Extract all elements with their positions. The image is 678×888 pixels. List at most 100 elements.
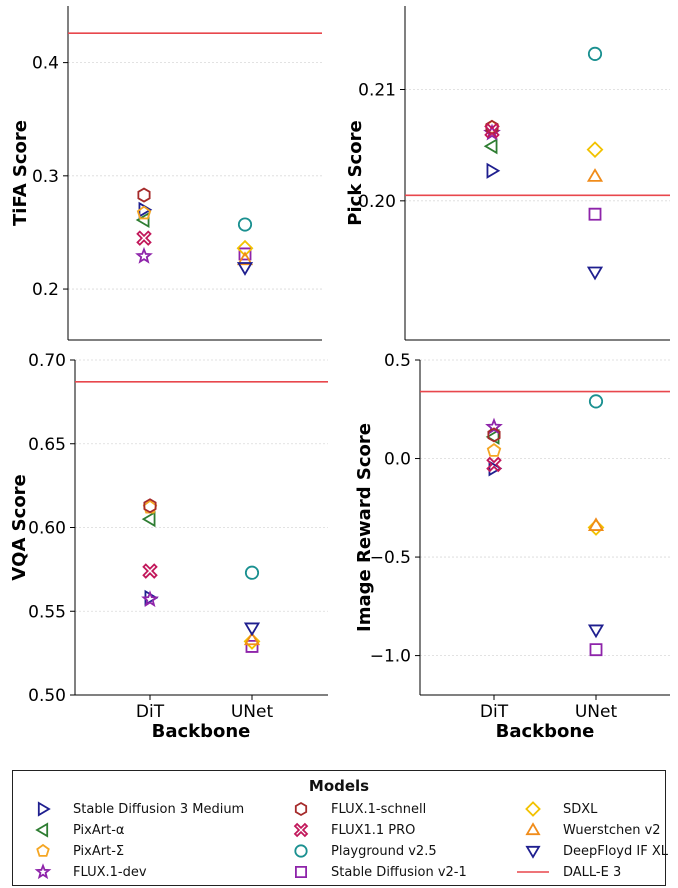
- marker-pixart: [486, 443, 502, 457]
- y-tick-label: 0.70: [28, 351, 66, 371]
- legend-swatch: [525, 822, 541, 836]
- y-tick-label: 0.0: [384, 450, 411, 470]
- marker-flux-1-schnell: [143, 498, 157, 514]
- marker-flux-1-dev: [485, 417, 503, 435]
- marker-wuerstchen-v2: [587, 517, 605, 531]
- marker-wuerstchen-v2: [586, 168, 604, 182]
- y-axis-label: Pick Score: [345, 120, 366, 225]
- legend-item-sdxl: SDXL: [513, 799, 597, 819]
- legend-swatch: [294, 801, 308, 817]
- marker-stable-diffusion-v2-1: [588, 207, 602, 221]
- legend-label: PixArt-α: [73, 822, 125, 838]
- legend-item-deepfloyd-if-xl: DeepFloyd IF XL: [513, 841, 668, 861]
- legend-swatch: [293, 822, 309, 838]
- marker-flux-1-dev: [135, 246, 153, 264]
- panel-tifa: 0.2 0.3 0.4 TiFA Score: [10, 6, 322, 341]
- marker-pixart: [136, 205, 152, 220]
- legend-label: Stable Diffusion 3 Medium: [73, 801, 245, 817]
- y-axis-label: Image Reward Score: [354, 423, 375, 632]
- legend-label: Playground v2.5: [331, 843, 437, 859]
- marker-playground-v2-5: [244, 565, 260, 580]
- legend-label: Wuerstchen v2: [563, 822, 661, 838]
- marker-deepfloyd-if-xl: [587, 624, 605, 639]
- y-tick-label: 0.55: [28, 602, 66, 622]
- legend-label: DeepFloyd IF XL: [563, 843, 668, 859]
- figure-canvas: 0.2 0.3 0.4 TiFA Score 0.20 0.21 Pick Score 0.5…: [9, 6, 670, 742]
- legend-item-pixart: PixArt-α: [23, 820, 124, 840]
- y-axis-label: TiFA Score: [10, 120, 31, 226]
- marker-sdxl: [236, 239, 254, 257]
- legend-label: SDXL: [563, 801, 598, 817]
- x-axis-label: Backbone: [496, 721, 595, 742]
- y-tick-label: −0.5: [370, 548, 411, 568]
- marker-sdxl: [243, 632, 261, 650]
- marker-flux1-1-pro: [486, 456, 502, 473]
- marker-stable-diffusion-3-medium: [486, 162, 501, 179]
- x-tick-label: DiT: [480, 702, 509, 722]
- y-tick-label: 0.60: [28, 519, 66, 539]
- legend-item-playground-v2-5: Playground v2.5: [281, 841, 437, 861]
- legend-label: FLUX.1-schnell: [331, 801, 427, 817]
- marker-stable-diffusion-v2-1: [238, 247, 252, 261]
- panel-vqa: 0.50 0.55 0.60 0.65 0.70 VQA Score DiT UNetBack…: [9, 351, 328, 742]
- x-tick-label: DiT: [136, 702, 165, 722]
- marker-stable-diffusion-v2-1: [245, 640, 259, 653]
- legend-swatch: [37, 801, 51, 817]
- legend-label: FLUX1.1 PRO: [331, 822, 416, 838]
- x-tick-label: UNet: [575, 702, 618, 722]
- legend-marker-icon: [37, 801, 51, 817]
- marker-flux1-1-pro: [136, 230, 152, 246]
- y-tick-label: 0.65: [28, 435, 66, 455]
- legend-item-stable-diffusion-v2-1: Stable Diffusion v2-1: [281, 862, 467, 882]
- marker-sdxl: [586, 141, 604, 159]
- marker-flux-1-dev: [141, 590, 159, 608]
- legend-swatch: [517, 871, 549, 873]
- legend-marker-icon: [525, 801, 541, 817]
- legend-marker-icon: [34, 863, 52, 880]
- marker-flux-1-schnell: [137, 187, 151, 203]
- legend-item-flux-1-schnell: FLUX.1-schnell: [281, 799, 426, 819]
- legend-marker-icon: [294, 844, 308, 858]
- marker-playground-v2-5: [588, 394, 604, 409]
- y-tick-label: 0.50: [28, 686, 66, 706]
- y-axis-label: VQA Score: [9, 474, 30, 581]
- marker-stable-diffusion-v2-1: [589, 643, 603, 657]
- marker-stable-diffusion-3-medium: [488, 460, 503, 477]
- y-tick-label: 0.5: [384, 351, 411, 371]
- marker-pixart: [135, 211, 150, 229]
- panel-imagereward: −1.0 −0.5 0.0 0.5 Image Reward Score DiT UNetB…: [354, 351, 670, 742]
- marker-deepfloyd-if-xl: [243, 622, 261, 637]
- legend-label: FLUX.1-dev: [73, 864, 147, 880]
- legend-marker-icon: [525, 822, 541, 836]
- legend: Models Stable Diffusion 3 Medium PixArt-α…: [12, 770, 668, 886]
- marker-deepfloyd-if-xl: [236, 262, 254, 276]
- legend-marker-icon: [294, 801, 308, 817]
- x-axis-label: Backbone: [152, 721, 251, 742]
- legend-swatch: [34, 863, 52, 880]
- legend-item-wuerstchen-v2: Wuerstchen v2: [513, 820, 661, 840]
- marker-pixart: [483, 138, 498, 155]
- y-tick-label: 0.2: [32, 280, 59, 300]
- legend-item-flux1-1-pro: FLUX1.1 PRO: [281, 820, 415, 840]
- legend-marker-icon: [293, 822, 309, 838]
- legend-marker-icon: [35, 822, 49, 838]
- legend-swatch: [294, 844, 308, 858]
- marker-wuerstchen-v2: [243, 631, 261, 646]
- marker-flux-1-schnell: [487, 427, 501, 443]
- y-tick-label: 0.20: [358, 192, 396, 212]
- legend-swatch: [36, 843, 50, 857]
- y-tick-label: 0.4: [32, 54, 59, 74]
- marker-playground-v2-5: [237, 217, 253, 232]
- legend-marker-icon: [36, 843, 50, 857]
- x-tick-label: UNet: [231, 702, 274, 722]
- y-tick-label: 0.21: [358, 81, 396, 101]
- legend-swatch: [525, 801, 541, 817]
- y-tick-label: −1.0: [370, 647, 411, 667]
- legend-title: Models: [308, 777, 370, 795]
- panel-pick: 0.20 0.21 Pick Score: [345, 6, 670, 341]
- marker-playground-v2-5: [587, 46, 603, 61]
- legend-marker-icon: [295, 866, 307, 878]
- legend-swatch: [525, 845, 541, 859]
- legend-item-stable-diffusion-3-medium: Stable Diffusion 3 Medium: [23, 799, 244, 819]
- legend-label: Stable Diffusion v2-1: [331, 864, 467, 880]
